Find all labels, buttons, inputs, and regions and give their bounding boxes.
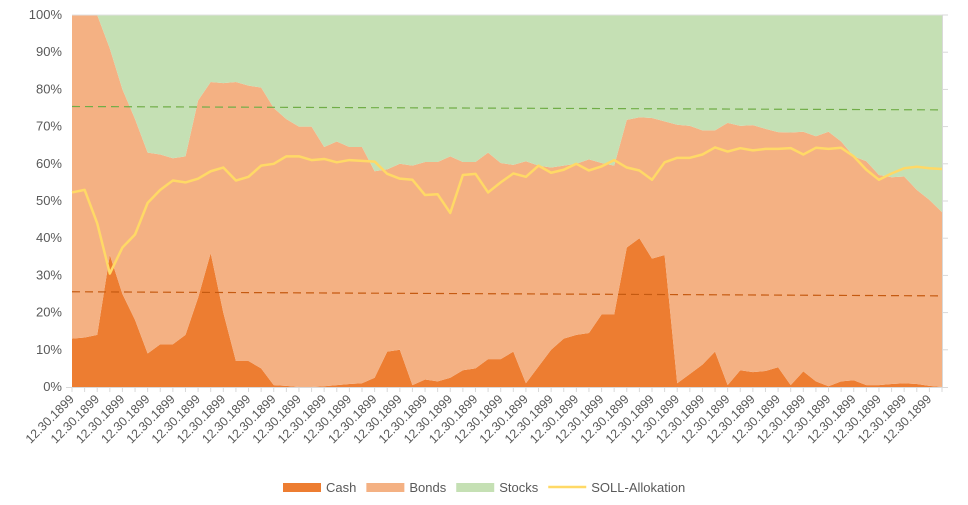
x-axis-labels: 12.30.189912.30.189912.30.189912.30.1899…	[23, 392, 935, 446]
y-tick-label: 40%	[36, 230, 62, 245]
legend-item-stocks: Stocks	[456, 480, 539, 495]
legend-swatch	[456, 483, 495, 492]
line-soll-allokation	[71, 146, 943, 275]
trendline-layer	[71, 105, 943, 297]
legend: Cash Bonds Stocks SOLL-Allokation	[283, 480, 685, 495]
area-layer	[72, 15, 942, 387]
y-axis-labels: 0% 10% 20% 30% 40% 50% 60% 70% 80% 90% 100%	[29, 7, 63, 394]
y-tick-label: 50%	[36, 193, 62, 208]
legend-swatch	[366, 483, 405, 492]
trendline-0	[71, 105, 943, 111]
legend-item-bonds: Bonds	[366, 480, 447, 495]
legend-label: Bonds	[409, 480, 446, 495]
y-tick-label: 20%	[36, 305, 62, 320]
legend-label: Cash	[326, 480, 356, 495]
area-cash	[72, 238, 942, 387]
legend-item-soll-allokation: SOLL-Allokation	[548, 480, 685, 495]
area-stocks	[72, 15, 942, 213]
legend-item-cash: Cash	[283, 480, 356, 495]
y-tick-label: 80%	[36, 81, 62, 96]
line-layer	[71, 146, 943, 275]
legend-swatch	[283, 483, 321, 492]
y-tick-label: 100%	[29, 7, 63, 22]
axes	[66, 14, 948, 392]
y-tick-label: 90%	[36, 44, 62, 59]
y-tick-label: 60%	[36, 156, 62, 171]
trendline-1	[71, 291, 943, 297]
y-tick-label: 10%	[36, 342, 62, 357]
legend-label: SOLL-Allokation	[591, 480, 685, 495]
y-tick-label: 0%	[43, 379, 62, 394]
area-bonds	[72, 15, 942, 387]
legend-label: Stocks	[499, 480, 539, 495]
y-tick-label: 30%	[36, 267, 62, 282]
y-tick-label: 70%	[36, 119, 62, 134]
